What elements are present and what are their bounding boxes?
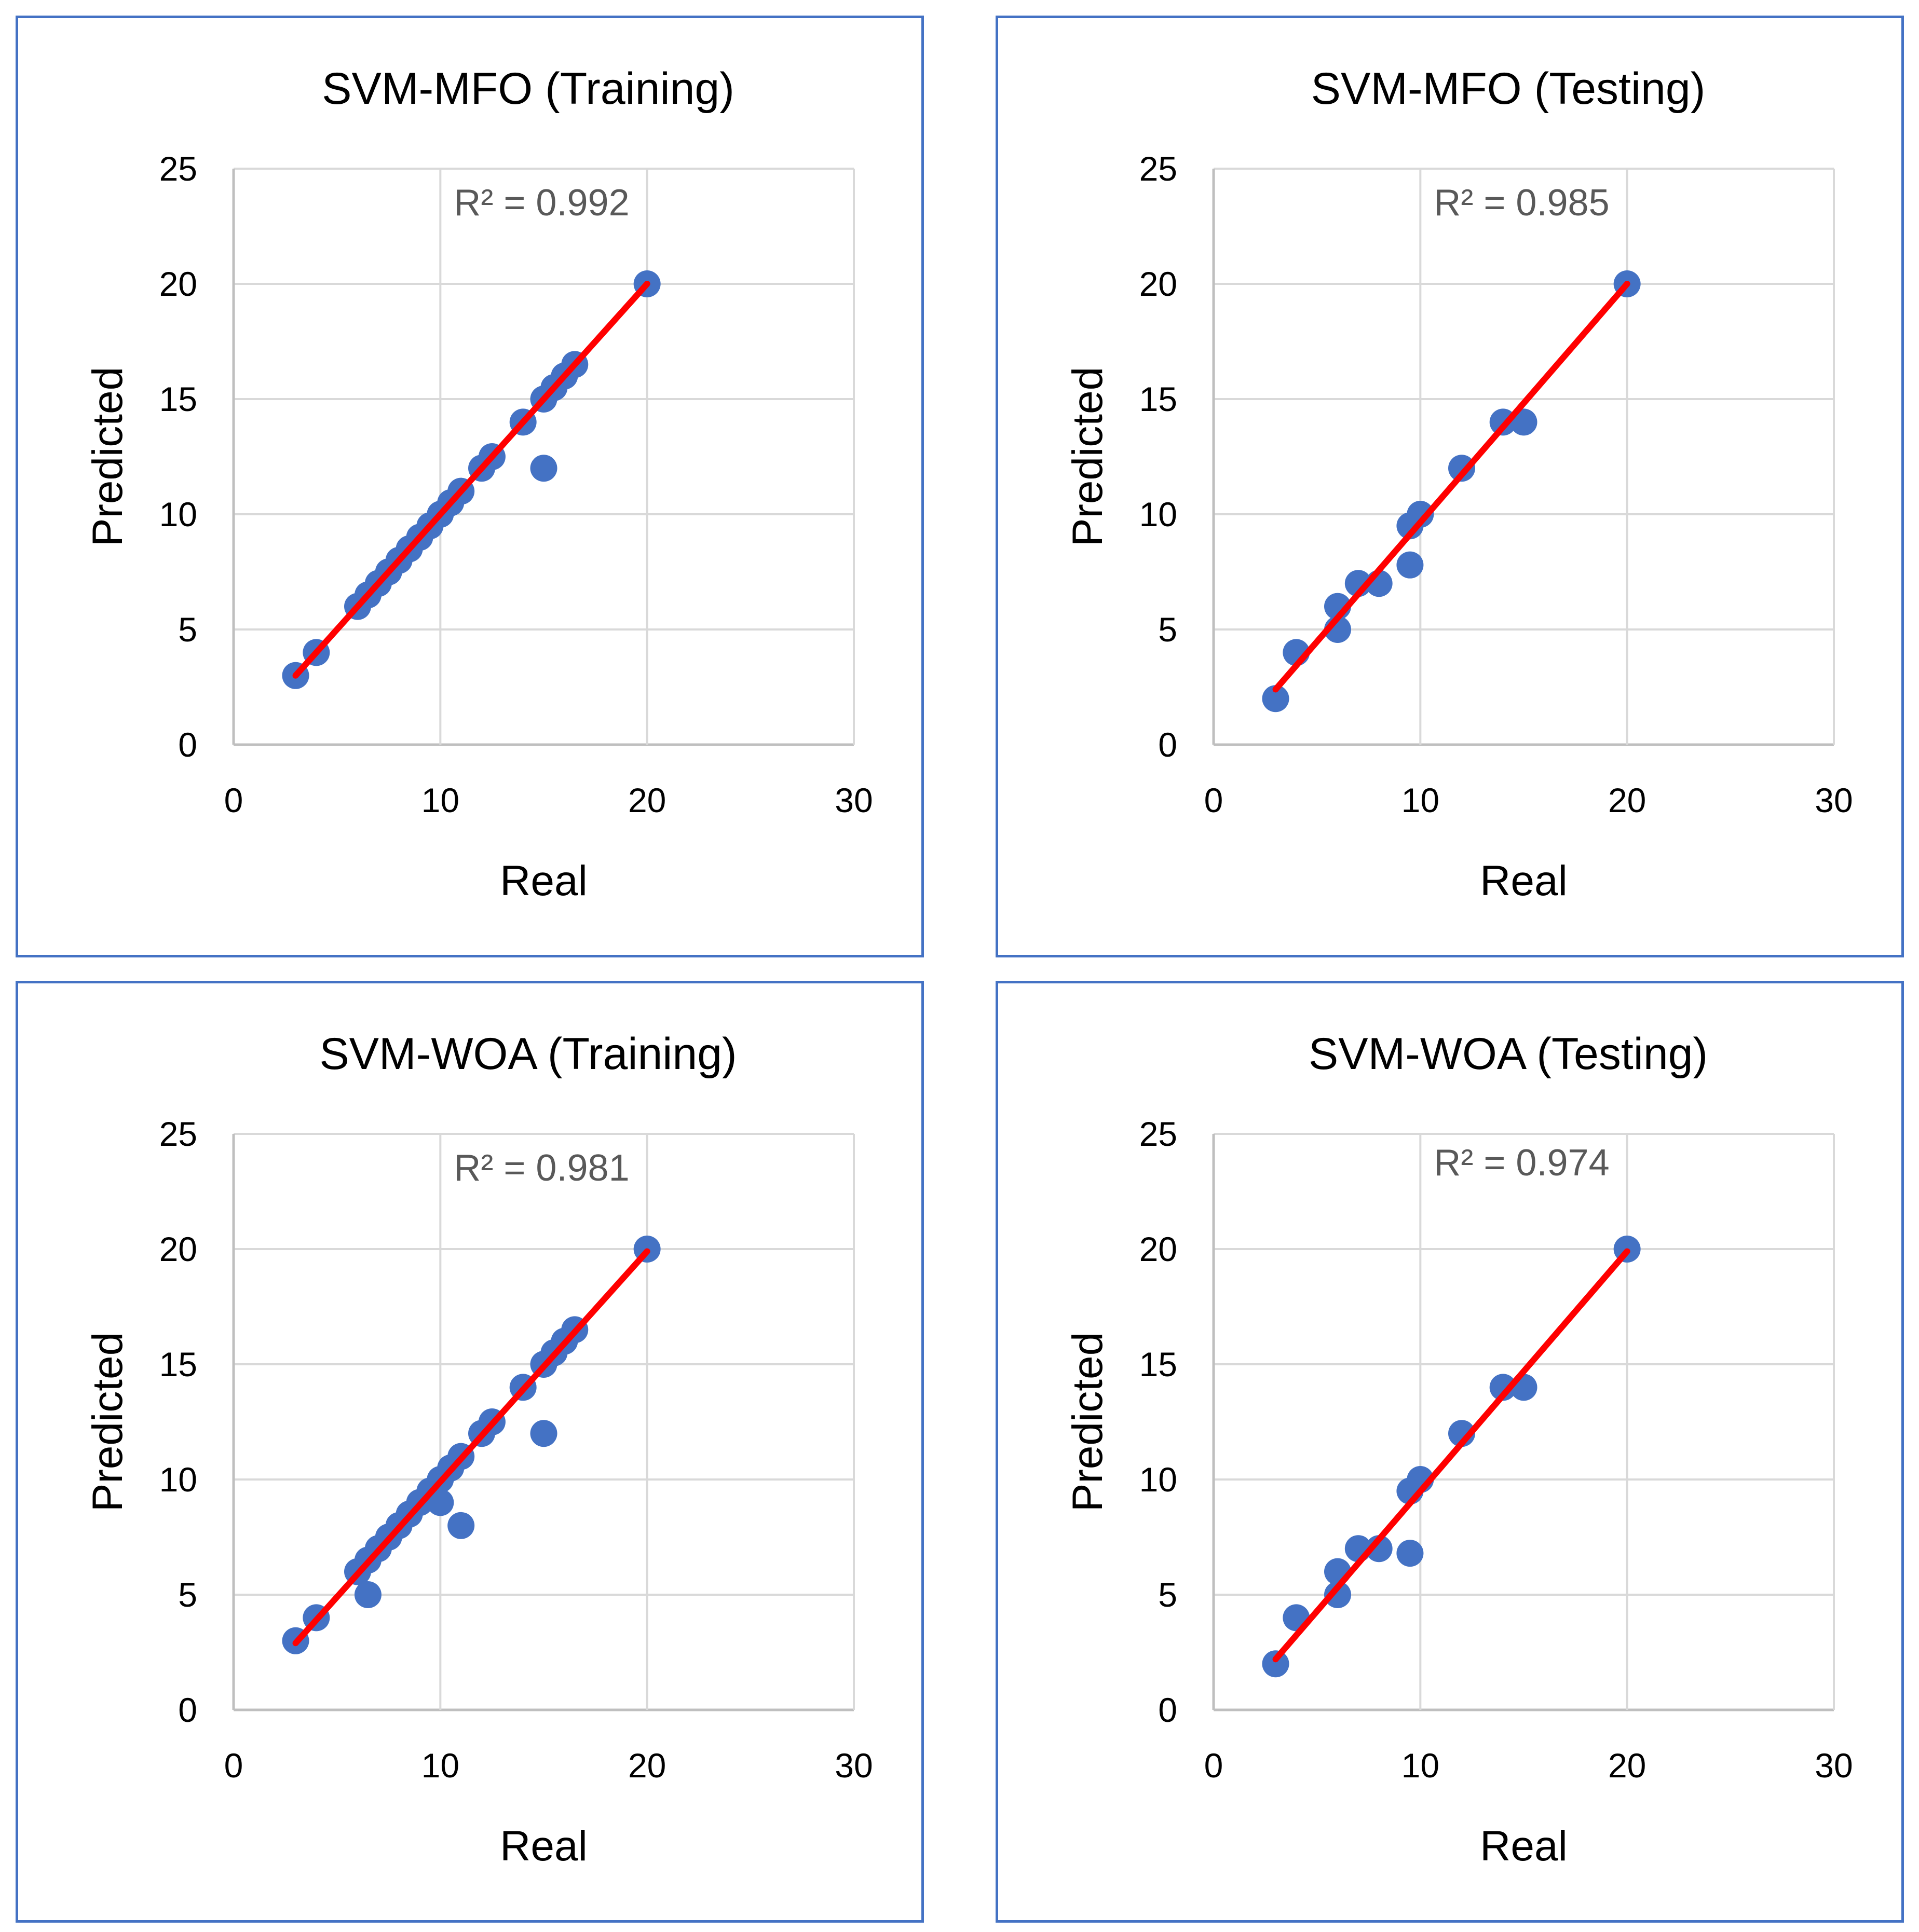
data-point — [530, 1420, 557, 1447]
trendline — [292, 281, 650, 679]
r-squared-label: R² = 0.974 — [1434, 1142, 1609, 1184]
y-tick-label: 0 — [1158, 1691, 1177, 1729]
x-tick-label: 20 — [1608, 781, 1646, 819]
x-tick-label: 10 — [1401, 781, 1439, 819]
y-axis-title: Predicted — [84, 367, 131, 546]
y-axis-title: Predicted — [84, 1332, 131, 1512]
x-tick-label: 20 — [1608, 1746, 1646, 1785]
x-tick-label: 20 — [628, 1746, 666, 1785]
x-tick-label: 20 — [628, 781, 666, 819]
chart-title: SVM-MFO (Testing) — [1311, 64, 1706, 114]
x-axis-title: Real — [1480, 857, 1568, 905]
x-tick-label: 0 — [224, 781, 243, 819]
y-tick-label: 15 — [1139, 380, 1177, 418]
r-squared-label: R² = 0.985 — [1434, 182, 1609, 224]
chart-panel-svm-woa-testing: 0 5 10 15 20 25 0 10 20 30 SVM-WOA (Testing) Real Pr… — [996, 981, 1904, 1923]
trendline — [1272, 281, 1630, 693]
r-squared-label: R² = 0.981 — [454, 1147, 629, 1189]
data-point — [427, 1489, 454, 1516]
data-point — [1448, 455, 1475, 482]
x-tick-label: 0 — [1204, 781, 1223, 819]
y-tick-label: 15 — [159, 1345, 197, 1383]
x-tick-label: 30 — [835, 781, 873, 819]
chart-panel-svm-woa-training: 0 5 10 15 20 25 0 10 20 30 SVM-WOA (Training) Real P… — [16, 981, 924, 1923]
y-tick-label: 5 — [1158, 1575, 1177, 1614]
x-axis-title: Real — [1480, 1823, 1568, 1870]
data-point — [1396, 1540, 1424, 1567]
data-point — [1262, 1650, 1289, 1678]
x-axis-title: Real — [500, 1823, 588, 1870]
data-point — [530, 455, 557, 482]
chart-panel-svm-mfo-testing: 0 5 10 15 20 25 0 10 20 30 SVM-MFO (Testing) Real Pr… — [996, 16, 1904, 957]
y-tick-label: 25 — [159, 149, 197, 188]
chart-svg: 0 5 10 15 20 25 0 10 20 30 SVM-WOA (Testing) Real Pr… — [1064, 1029, 1853, 1870]
x-tick-label: 10 — [1401, 1746, 1439, 1785]
chart-svg: 0 5 10 15 20 25 0 10 20 30 SVM-MFO (Testing) Real Pr… — [1064, 64, 1853, 905]
y-tick-label: 15 — [1139, 1345, 1177, 1383]
y-tick-label: 10 — [159, 1460, 197, 1499]
chart-title: SVM-WOA (Training) — [319, 1029, 737, 1079]
y-tick-label: 5 — [1158, 610, 1177, 649]
chart-title: SVM-MFO (Training) — [322, 64, 734, 114]
x-tick-label: 10 — [421, 781, 459, 819]
y-tick-label: 0 — [178, 1691, 197, 1729]
x-tick-label: 10 — [421, 1746, 459, 1785]
r-squared-label: R² = 0.992 — [454, 182, 629, 224]
y-tick-label: 25 — [1139, 149, 1177, 188]
y-axis-title: Predicted — [1064, 367, 1111, 546]
data-point — [447, 1512, 475, 1539]
x-tick-label: 30 — [835, 1746, 873, 1785]
y-tick-label: 10 — [1139, 495, 1177, 533]
y-tick-label: 25 — [1139, 1115, 1177, 1153]
y-axis-title: Predicted — [1064, 1332, 1111, 1512]
data-point — [1396, 551, 1424, 579]
y-tick-label: 20 — [159, 1230, 197, 1268]
y-tick-label: 20 — [1139, 265, 1177, 303]
chart-svg: 0 5 10 15 20 25 0 10 20 30 SVM-WOA (Training) Real P… — [84, 1029, 873, 1870]
y-tick-label: 0 — [178, 725, 197, 764]
y-tick-label: 15 — [159, 380, 197, 418]
trendline — [1272, 1248, 1630, 1663]
x-tick-label: 30 — [1815, 781, 1853, 819]
data-point — [354, 1581, 382, 1608]
data-point — [1262, 685, 1289, 712]
x-tick-label: 0 — [1204, 1746, 1223, 1785]
y-tick-label: 5 — [178, 610, 197, 649]
chart-panel-svm-mfo-training: 0 5 10 15 20 25 0 10 20 30 SVM-MFO (Training) Real P… — [16, 16, 924, 957]
y-tick-label: 25 — [159, 1115, 197, 1153]
y-tick-label: 20 — [159, 265, 197, 303]
x-tick-label: 30 — [1815, 1746, 1853, 1785]
y-tick-label: 10 — [1139, 1460, 1177, 1499]
x-axis-title: Real — [500, 857, 588, 905]
y-tick-label: 20 — [1139, 1230, 1177, 1268]
y-tick-label: 10 — [159, 495, 197, 533]
chart-svg: 0 5 10 15 20 25 0 10 20 30 SVM-MFO (Training) Real P… — [84, 64, 873, 905]
data-point — [1407, 501, 1434, 528]
chart-title: SVM-WOA (Testing) — [1309, 1029, 1708, 1079]
y-tick-label: 0 — [1158, 725, 1177, 764]
y-tick-label: 5 — [178, 1575, 197, 1614]
x-tick-label: 0 — [224, 1746, 243, 1785]
data-point — [1365, 1535, 1393, 1563]
data-point — [1489, 1374, 1517, 1401]
data-point — [1324, 1581, 1351, 1608]
trendline — [292, 1248, 650, 1647]
